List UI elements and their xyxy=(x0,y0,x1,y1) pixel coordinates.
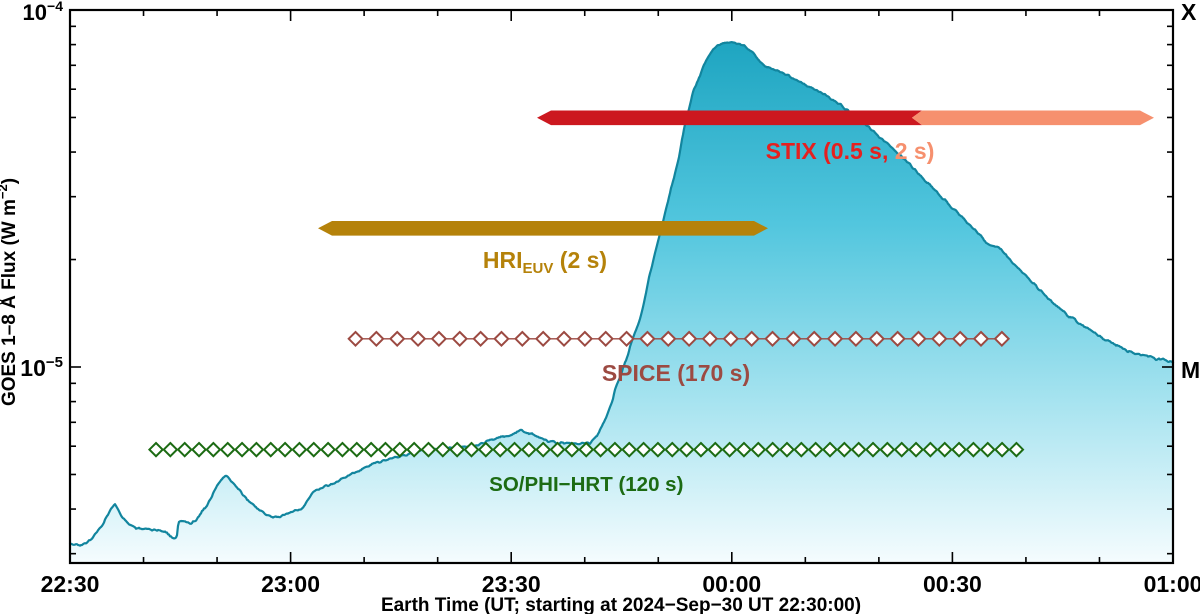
svg-text:STIX (0.5 s, 2 s): STIX (0.5 s, 2 s) xyxy=(766,138,935,164)
svg-text:00:30: 00:30 xyxy=(923,571,982,597)
svg-text:M: M xyxy=(1181,357,1200,383)
svg-text:Earth Time (UT; starting at 20: Earth Time (UT; starting at 2024−Sep−30 … xyxy=(381,595,861,614)
svg-text:GOES 1–8 Å Flux (W m−2): GOES 1–8 Å Flux (W m−2) xyxy=(0,178,20,406)
svg-text:X: X xyxy=(1181,0,1197,25)
svg-text:23:00: 23:00 xyxy=(261,571,320,597)
svg-text:23:30: 23:30 xyxy=(482,571,541,597)
svg-text:22:30: 22:30 xyxy=(41,571,100,597)
svg-text:HRIEUV (2 s): HRIEUV (2 s) xyxy=(483,247,607,277)
svg-text:10−4: 10−4 xyxy=(23,0,64,25)
svg-text:SPICE (170 s): SPICE (170 s) xyxy=(602,360,750,386)
svg-text:00:00: 00:00 xyxy=(702,571,761,597)
svg-text:01:00: 01:00 xyxy=(1144,571,1200,597)
svg-text:10−5: 10−5 xyxy=(20,354,63,381)
svg-text:SO/PHI−HRT (120 s): SO/PHI−HRT (120 s) xyxy=(489,473,683,496)
